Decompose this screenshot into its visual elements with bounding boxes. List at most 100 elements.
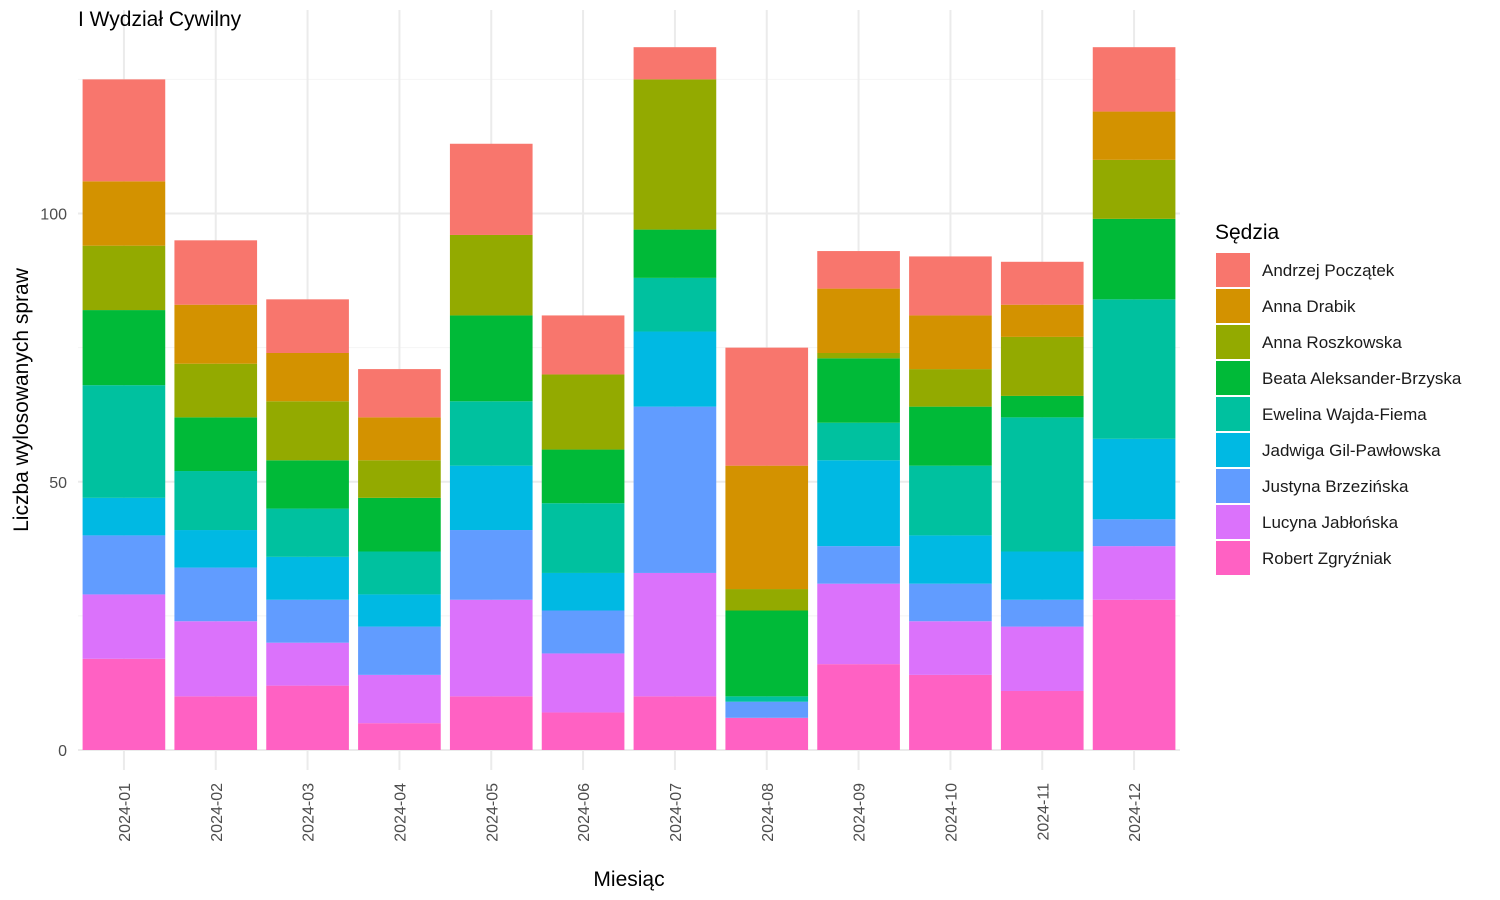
- bar-segment: [174, 304, 258, 364]
- bar-segment: [1092, 519, 1176, 547]
- legend-swatch: [1216, 433, 1250, 467]
- bar-segment: [266, 642, 349, 686]
- bar-segment: [358, 369, 441, 418]
- bar-segment: [449, 530, 533, 600]
- legend-swatch: [1216, 361, 1250, 395]
- bar-segment: [1000, 690, 1084, 750]
- bar-segment: [541, 653, 625, 713]
- bar-segment: [449, 401, 533, 466]
- bar-segment: [725, 701, 809, 718]
- bar-segment: [909, 256, 992, 316]
- bar-segment: [174, 471, 258, 531]
- bar-segment: [82, 594, 166, 659]
- bar-segment: [1000, 336, 1084, 396]
- bar-segment: [174, 530, 258, 568]
- bar-segment: [82, 658, 166, 750]
- bar-segment: [725, 347, 809, 466]
- x-tick-label: 2024-01: [117, 783, 134, 842]
- bar-segment: [909, 583, 992, 622]
- bar-segment: [817, 664, 900, 750]
- bar-segment: [633, 277, 717, 332]
- bar-segment: [541, 315, 625, 375]
- bar-segment: [449, 599, 533, 697]
- bar-segment: [1092, 159, 1176, 219]
- legend-title: Sędzia: [1215, 221, 1280, 244]
- legend-swatch: [1216, 325, 1250, 359]
- bar-segment: [817, 251, 900, 289]
- bar-segment: [1092, 599, 1176, 750]
- bar-segment: [174, 567, 258, 622]
- bar-segment: [358, 626, 441, 675]
- bar-segment: [1000, 599, 1084, 627]
- legend-swatch: [1216, 397, 1250, 431]
- bar-segment: [82, 181, 166, 246]
- bar-segment: [82, 535, 166, 595]
- legend-label: Jadwiga Gil-Pawłowska: [1262, 441, 1441, 460]
- bar-segment: [1092, 546, 1176, 600]
- x-tick-label: 2024-02: [209, 783, 226, 842]
- legend-swatch: [1216, 541, 1250, 575]
- bar-segment: [817, 358, 900, 423]
- x-tick-label: 2024-06: [576, 783, 593, 842]
- bar-segment: [449, 315, 533, 402]
- x-tick-label: 2024-10: [943, 783, 960, 842]
- bar-segment: [541, 712, 625, 750]
- legend-label: Anna Drabik: [1262, 297, 1356, 316]
- bar-segment: [82, 497, 166, 536]
- bar-segment: [174, 417, 258, 472]
- bar-segment: [1000, 626, 1084, 691]
- bar-segment: [725, 696, 809, 702]
- bar-segment: [358, 551, 441, 595]
- bar-segment: [541, 374, 625, 450]
- bar-segment: [358, 723, 441, 750]
- bar-segment: [1000, 304, 1084, 337]
- bar-segment: [633, 406, 717, 573]
- x-tick-label: 2024-08: [760, 783, 777, 842]
- bar-segment: [725, 717, 809, 750]
- legend: Sędzia Andrzej Początek Anna Drabik Anna R…: [1215, 221, 1462, 575]
- legend-items: Andrzej Początek Anna Drabik Anna Roszkows…: [1216, 253, 1462, 575]
- bar-segment: [174, 240, 258, 305]
- bar-segment: [449, 234, 533, 316]
- legend-label: Justyna Brzezińska: [1262, 477, 1409, 496]
- bar-segment: [633, 696, 717, 750]
- bar-segment: [633, 229, 717, 278]
- bar-segment: [266, 460, 349, 509]
- x-tick-label: 2024-07: [668, 783, 685, 842]
- bar-segment: [725, 610, 809, 697]
- bar-segment: [266, 508, 349, 557]
- legend-swatch: [1216, 253, 1250, 287]
- bar-segment: [358, 594, 441, 627]
- bar-segment: [1092, 299, 1176, 439]
- bar-segment: [541, 610, 625, 654]
- legend-label: Lucyna Jabłońska: [1262, 513, 1399, 532]
- bar-segment: [266, 685, 349, 750]
- bars: [82, 47, 1176, 750]
- legend-label: Andrzej Początek: [1262, 261, 1395, 280]
- bar-segment: [266, 299, 349, 353]
- x-tick-label: 2024-11: [1035, 783, 1052, 841]
- bar-segment: [82, 245, 166, 311]
- bar-segment: [909, 674, 992, 750]
- bar-segment: [1092, 47, 1176, 112]
- bar-segment: [82, 310, 166, 386]
- bar-segment: [1000, 551, 1084, 600]
- bar-segment: [449, 465, 533, 531]
- bar-segment: [1000, 417, 1084, 552]
- bar-segment: [82, 79, 166, 182]
- x-tick-label: 2024-09: [852, 783, 869, 842]
- legend-swatch: [1216, 289, 1250, 323]
- bar-segment: [1000, 261, 1084, 305]
- bar-segment: [358, 674, 441, 724]
- bar-segment: [909, 315, 992, 370]
- legend-swatch: [1216, 469, 1250, 503]
- bar-segment: [909, 465, 992, 536]
- y-axis-ticks: 0 50 100: [40, 207, 67, 761]
- bar-segment: [541, 572, 625, 611]
- legend-label: Beata Aleksander-Brzyska: [1262, 369, 1462, 388]
- legend-label: Ewelina Wajda-Fiema: [1262, 405, 1427, 424]
- bar-segment: [358, 497, 441, 552]
- chart-title: I Wydział Cywilny: [78, 8, 242, 31]
- bar-segment: [174, 621, 258, 697]
